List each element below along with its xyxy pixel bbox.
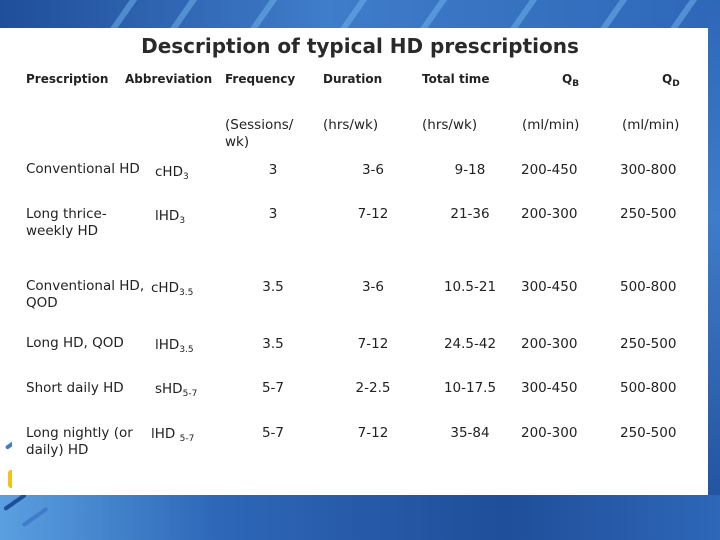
- row-2-abbreviation: cHD3.5: [151, 280, 193, 298]
- row-4-abbreviation: sHD5-7: [155, 381, 197, 399]
- row-2-total-time: 10.5-21: [443, 279, 497, 295]
- col-header-total-time: Total time: [422, 72, 490, 86]
- row-1-qb: 200-300: [521, 206, 578, 222]
- row-1-duration: 7-12: [357, 206, 389, 222]
- row-0-abbr-main: cHD: [155, 164, 183, 180]
- row-0-prescription: Conventional HD: [26, 161, 140, 177]
- row-2-duration: 3-6: [361, 279, 385, 295]
- row-3-abbr-sub: 3.5: [179, 345, 194, 355]
- row-4-abbr-sub: 5-7: [182, 389, 198, 399]
- row-0-qb: 200-450: [521, 162, 578, 178]
- row-4-qb: 300-450: [521, 380, 578, 396]
- col-header-qd: QD: [662, 72, 680, 89]
- row-2-abbr-sub: 3.5: [178, 288, 194, 298]
- row-5-duration: 7-12: [357, 425, 389, 441]
- row-5-qd: 250-500: [620, 425, 677, 441]
- row-4-abbr-main: sHD: [155, 381, 183, 397]
- row-4-duration: 2-2.5: [355, 380, 391, 396]
- row-5-frequency: 5-7: [261, 425, 285, 441]
- row-3-qb: 200-300: [521, 336, 578, 352]
- row-2-qd: 500-800: [620, 279, 677, 295]
- unit-duration: (hrs/wk): [323, 117, 379, 133]
- unit-qd: (ml/min): [622, 117, 680, 133]
- band-stripe: [107, 0, 139, 28]
- row-2-frequency: 3.5: [262, 279, 284, 295]
- col-header-prescription: Prescription: [26, 72, 109, 86]
- qd-subscript: D: [672, 79, 680, 89]
- qb-subscript: B: [572, 79, 580, 89]
- deco-stroke: [21, 506, 49, 528]
- unit-total-time: (hrs/wk): [422, 117, 478, 133]
- col-header-abbreviation: Abbreviation: [125, 72, 213, 86]
- row-2-prescription: Conventional HD, QOD: [26, 278, 145, 311]
- row-3-duration: 7-12: [357, 336, 389, 352]
- col-header-duration: Duration: [323, 72, 383, 86]
- row-1-abbr-sub: 3: [179, 216, 186, 226]
- row-4-prescription: Short daily HD: [26, 380, 124, 396]
- row-3-total-time: 24.5-42: [443, 336, 497, 352]
- col-header-frequency: Frequency: [225, 72, 296, 86]
- row-4-qd: 500-800: [620, 380, 677, 396]
- row-3-prescription: Long HD, QOD: [26, 335, 124, 351]
- row-5-total-time: 35-84: [450, 425, 490, 441]
- unit-frequency: (Sessions/ wk): [225, 117, 294, 150]
- bottom-decorative-band: [0, 495, 720, 540]
- top-decorative-band: [0, 0, 720, 28]
- row-0-qd: 300-800: [620, 162, 677, 178]
- unit-qb: (ml/min): [522, 117, 580, 133]
- row-1-prescription: Long thrice-weekly HD: [26, 206, 107, 239]
- row-2-abbr-main: cHD: [151, 280, 179, 296]
- band-stripe: [247, 0, 279, 28]
- slide-content: Description of typical HD prescriptions …: [12, 28, 708, 495]
- row-0-duration: 3-6: [361, 162, 385, 178]
- row-0-abbreviation: cHD3: [155, 164, 189, 182]
- row-5-abbr-main: lHD: [151, 426, 180, 442]
- row-4-frequency: 5-7: [261, 380, 285, 396]
- slide-title: Description of typical HD prescriptions: [141, 34, 579, 58]
- row-0-abbr-sub: 3: [182, 172, 189, 182]
- qd-letter: Q: [662, 72, 673, 86]
- row-0-total-time: 9-18: [454, 162, 486, 178]
- row-1-total-time: 21-36: [450, 206, 490, 222]
- row-3-abbreviation: lHD3.5: [155, 337, 194, 355]
- band-stripe: [507, 0, 539, 28]
- row-1-qd: 250-500: [620, 206, 677, 222]
- qb-letter: Q: [562, 72, 573, 86]
- row-3-abbr-main: lHD: [155, 337, 180, 353]
- row-0-frequency: 3: [268, 162, 278, 178]
- deco-stroke: [3, 492, 27, 512]
- row-1-abbreviation: lHD3: [155, 208, 185, 226]
- band-stripe: [417, 0, 449, 28]
- band-stripe: [167, 0, 199, 28]
- band-stripe: [667, 0, 699, 28]
- row-3-qd: 250-500: [620, 336, 677, 352]
- band-stripe: [337, 0, 369, 28]
- row-5-abbr-sub: 5-7: [179, 434, 195, 444]
- right-decorative-band: [708, 0, 720, 540]
- row-2-qb: 300-450: [521, 279, 578, 295]
- row-1-abbr-main: lHD: [155, 208, 180, 224]
- row-3-frequency: 3.5: [262, 336, 284, 352]
- row-4-total-time: 10-17.5: [443, 380, 497, 396]
- band-stripe: [597, 0, 629, 28]
- row-5-prescription: Long nightly (or daily) HD: [26, 425, 133, 458]
- row-1-frequency: 3: [268, 206, 278, 222]
- row-5-abbreviation: lHD 5-7: [151, 426, 194, 444]
- row-5-qb: 200-300: [521, 425, 578, 441]
- col-header-qb: QB: [562, 72, 579, 89]
